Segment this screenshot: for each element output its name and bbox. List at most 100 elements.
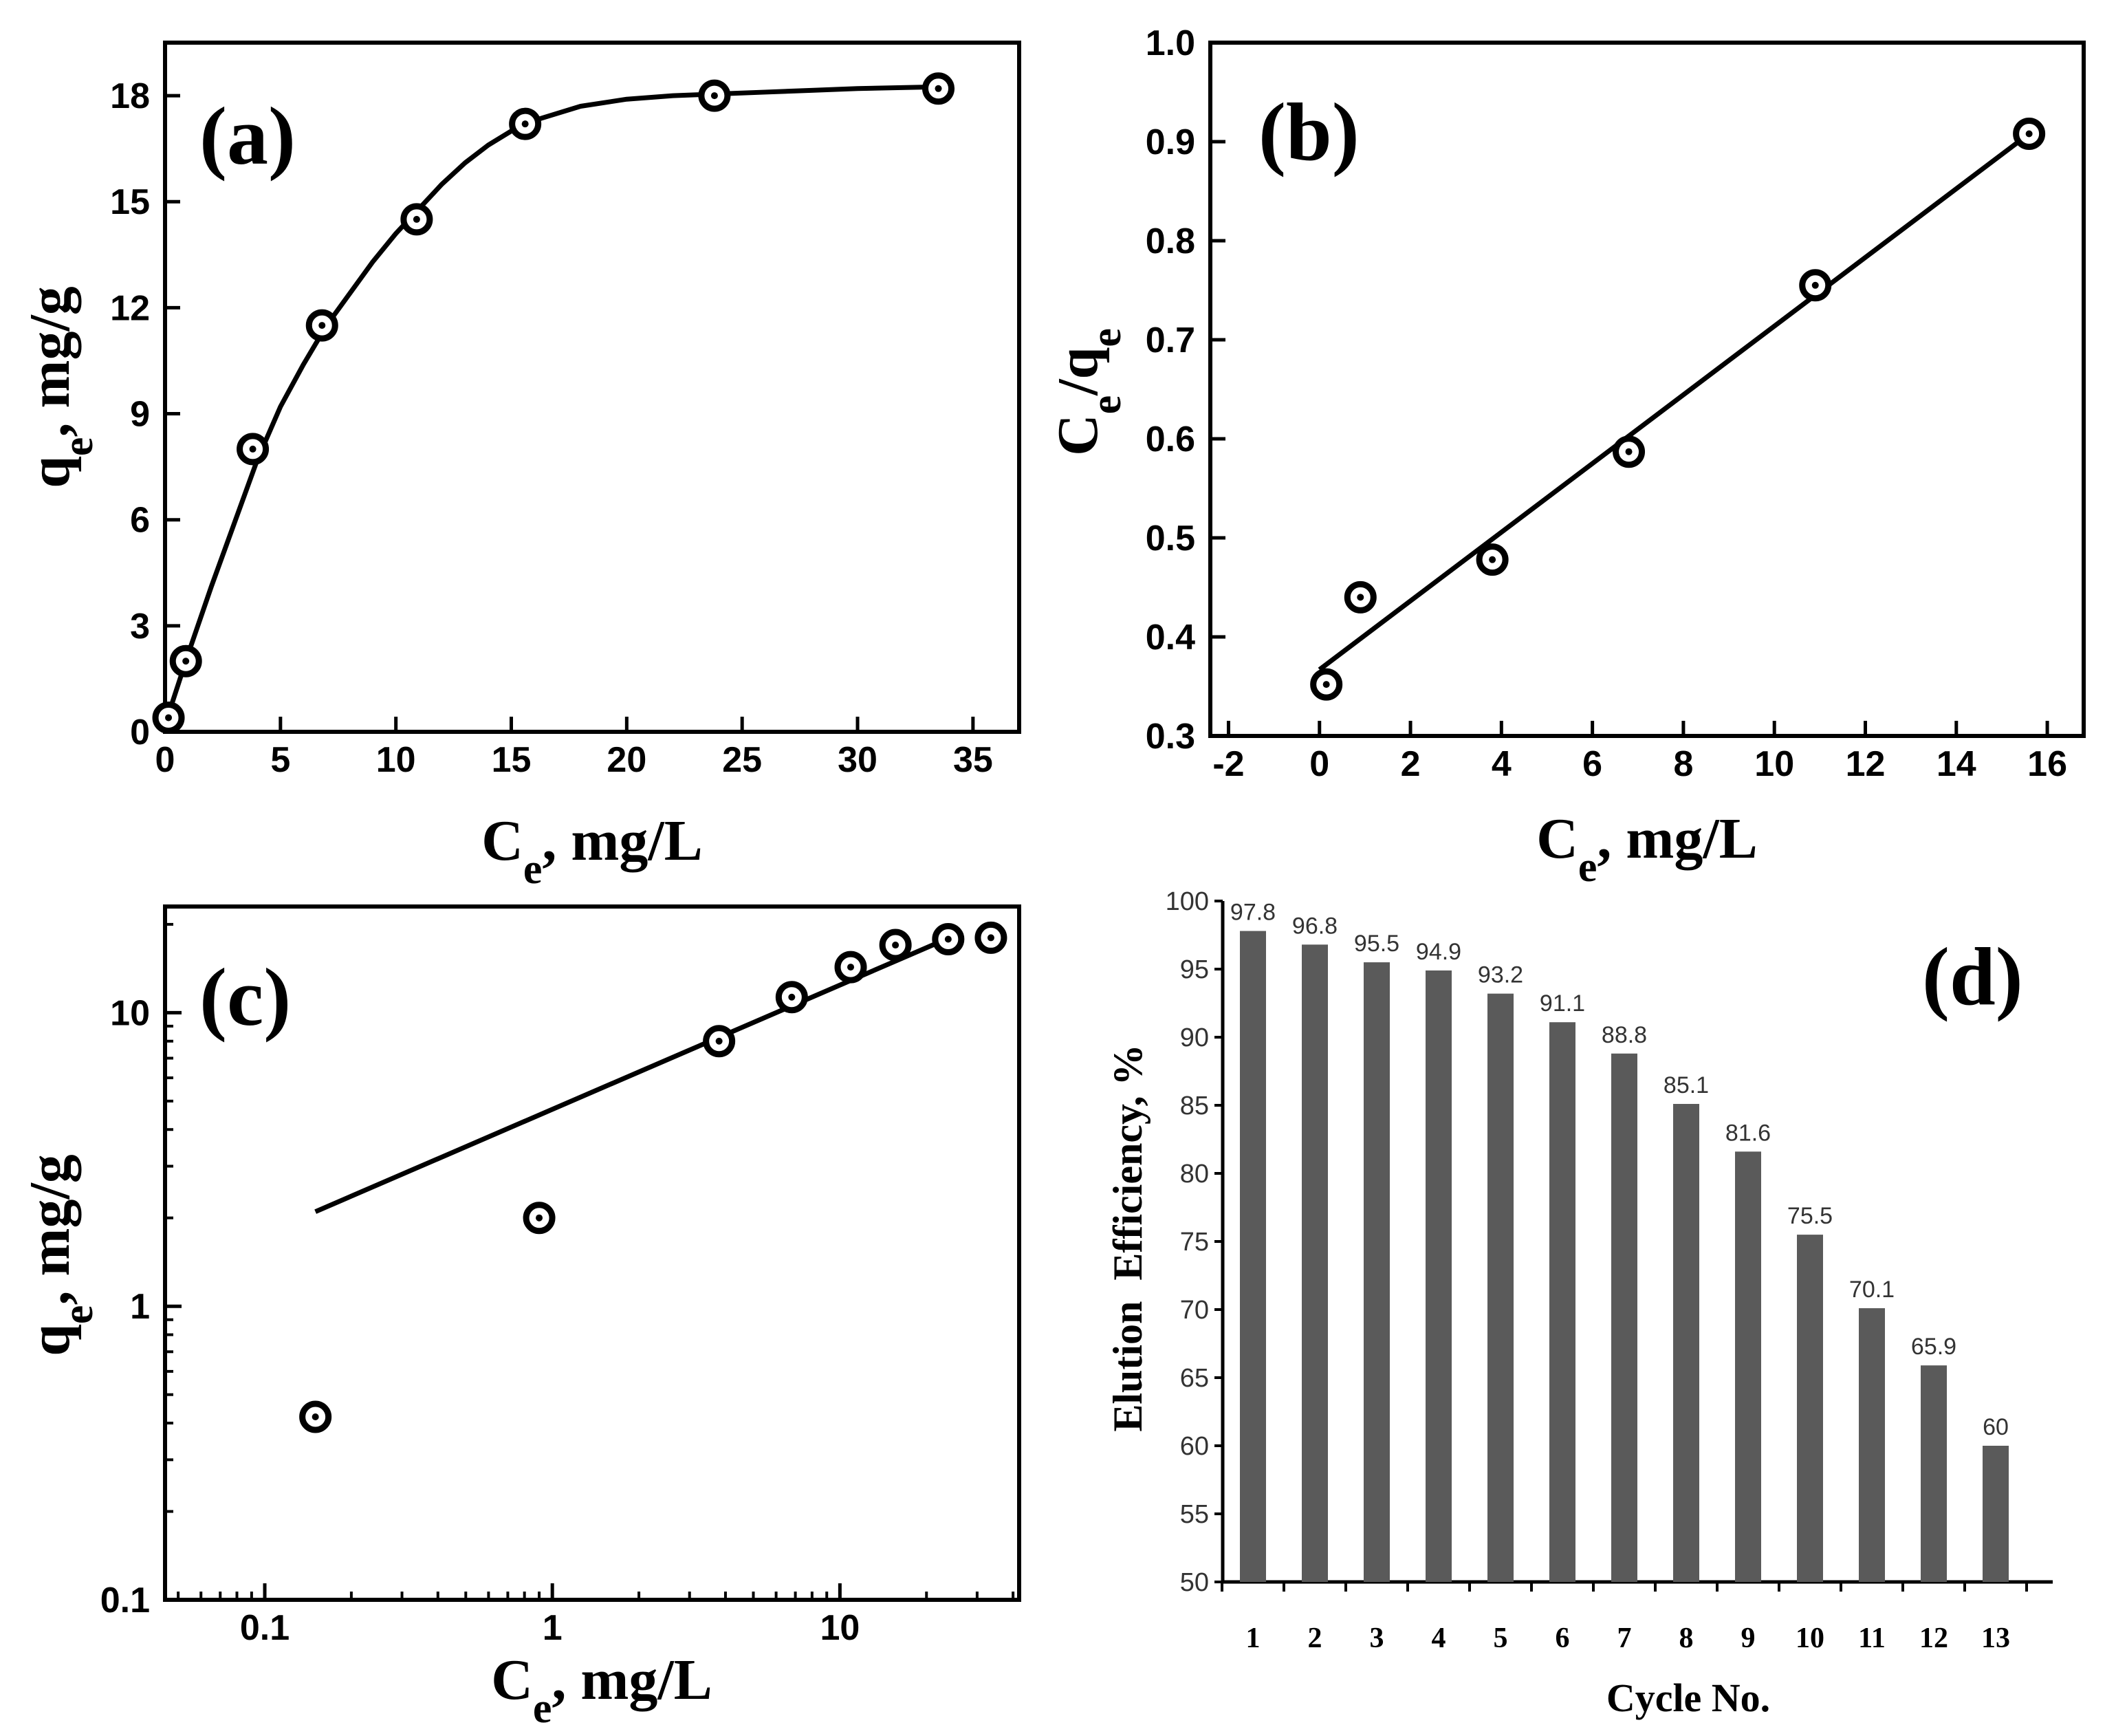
- panel-c-y-tick-label: 10: [110, 993, 150, 1033]
- y-axis-unit: , mg/g: [18, 286, 82, 437]
- panel-d-x-tick-label: 9: [1741, 1623, 1756, 1654]
- panel-d-y-tick-label: 60: [1180, 1432, 1209, 1461]
- panel-b-x-tick-label: -2: [1212, 744, 1244, 784]
- panel-b-x-tick-label: 4: [1492, 744, 1512, 784]
- panel-b-y-tick-label: 0.9: [1146, 122, 1195, 162]
- panel-a-y-tick-label: 6: [130, 501, 150, 541]
- panel-d-x-tick-label: 12: [1919, 1623, 1948, 1654]
- panel-d-value-label: 96.8: [1292, 913, 1338, 939]
- x-axis-var: C: [1536, 807, 1578, 871]
- panel-a-y-tick-label: 15: [110, 182, 150, 222]
- panel-d-bar: [1487, 993, 1514, 1582]
- panel-b-x-tick-label: 8: [1673, 744, 1693, 784]
- panel-d-value-label: 93.2: [1478, 962, 1523, 988]
- panel-a-y-tick-label: 18: [110, 76, 150, 116]
- panel-b: -2 0 2 4 6 8 10 12 14 16 0.3 0.4 0.5 0.6 0.7 0.8 0.9 1.0 (…: [1046, 23, 2086, 891]
- panel-d-x-tick-label: 7: [1617, 1623, 1632, 1654]
- panel-d-y-tick-label: 70: [1180, 1296, 1209, 1325]
- panel-b-point-center: [1489, 556, 1496, 563]
- panel-d-label: (d): [1922, 931, 2023, 1022]
- x-axis-sub: e: [533, 1685, 552, 1732]
- panel-d-x-tick-label: 8: [1679, 1623, 1694, 1654]
- panel-d-x-tick-label: 1: [1246, 1623, 1261, 1654]
- x-axis-unit: , mg/L: [542, 809, 702, 873]
- panel-b-x-tick-label: 16: [2027, 744, 2067, 784]
- panel-d-y-tick-label: 75: [1180, 1228, 1209, 1257]
- panel-b-y-axis-label: Ce/qe: [1046, 328, 1130, 456]
- panel-d-value-label: 65.9: [1911, 1334, 1956, 1360]
- panel-d-x-tick-label: 13: [1981, 1623, 2010, 1654]
- y-axis-unit: , mg/g: [18, 1154, 82, 1305]
- panel-c-y-tick-label: 1: [130, 1287, 150, 1327]
- panel-b-y-tick-label: 0.5: [1146, 519, 1195, 558]
- panel-b-y-tick-label: 0.3: [1146, 717, 1195, 757]
- panel-c-point-center: [987, 934, 994, 942]
- panel-b-x-tick-label: 2: [1401, 744, 1421, 784]
- panel-d-x-tick-label: 2: [1308, 1623, 1322, 1654]
- panel-a-x-tick-label: 35: [953, 740, 993, 780]
- panel-c-label: (c): [199, 951, 291, 1043]
- panel-d-value-label: 75.5: [1787, 1203, 1833, 1229]
- panel-d-bar: [1921, 1365, 1947, 1582]
- panel-b-y-tick-label: 1.0: [1146, 23, 1195, 63]
- panel-b-frame: [1208, 41, 2086, 738]
- panel-c-frame: [163, 904, 1021, 1602]
- panel-d-x-axis-label: Cycle No.: [1606, 1675, 1770, 1720]
- panel-a-point-center: [413, 215, 420, 223]
- y-axis-sub2: e: [1083, 328, 1130, 347]
- panel-a-point-center: [710, 92, 718, 100]
- panel-a-y-tick-label: 0: [130, 713, 150, 752]
- panel-b-x-tick-label: 0: [1309, 744, 1329, 784]
- panel-d-value-label: 97.8: [1230, 900, 1276, 926]
- panel-b-y-tick-label: 0.7: [1146, 321, 1195, 360]
- panel-c-point-center: [892, 942, 899, 949]
- panel-a-point-center: [165, 714, 173, 721]
- panel-b-x-tick-label: 14: [1937, 744, 1976, 784]
- panel-d-y-tick-label: 55: [1180, 1500, 1209, 1529]
- panel-a-point-center: [249, 445, 257, 453]
- panel-d-bar: [1735, 1151, 1761, 1582]
- panel-b-point-center: [1625, 448, 1633, 455]
- panel-d-x-tick-label: 4: [1432, 1623, 1446, 1654]
- panel-d-y-tick-label: 50: [1180, 1568, 1209, 1597]
- y-axis-sub: e: [1083, 395, 1130, 415]
- panel-d-y-tick-label: 80: [1180, 1160, 1209, 1189]
- panel-a-x-tick-label: 25: [722, 740, 762, 780]
- panel-d-x-tick-label: 10: [1796, 1623, 1824, 1654]
- panel-b-x-axis-label: Ce, mg/L: [1536, 807, 1758, 891]
- panel-a-point-center: [182, 658, 190, 665]
- panel-a-x-axis-label: Ce, mg/L: [481, 809, 703, 893]
- panel-d-y-tick-label: 65: [1180, 1364, 1209, 1393]
- panel-a-x-tick-label: 30: [838, 740, 877, 780]
- panel-a-y-tick-label: 3: [130, 607, 150, 647]
- panel-b-label: (b): [1258, 86, 1360, 177]
- panel-c-x-tick-label: 1: [543, 1608, 563, 1648]
- panel-d-bar: [1611, 1053, 1637, 1582]
- panel-d-value-label: 85.1: [1664, 1072, 1709, 1098]
- panel-d-value-label: 91.1: [1540, 990, 1585, 1017]
- panel-c-x-axis-label: Ce, mg/L: [491, 1648, 712, 1732]
- y-axis-sub: e: [55, 437, 102, 457]
- panel-b-point-center: [2025, 130, 2033, 138]
- panel-d-y-tick-label: 100: [1166, 887, 1209, 916]
- x-axis-var: C: [491, 1648, 533, 1712]
- panel-d-bar: [1859, 1308, 1885, 1582]
- panel-c-point-center: [788, 993, 796, 1001]
- x-axis-unit: , mg/L: [1597, 807, 1757, 871]
- panel-b-x-tick-label: 6: [1582, 744, 1602, 784]
- panel-a-fit-curve: [162, 84, 939, 726]
- panel-d-bar: [1426, 970, 1452, 1582]
- panel-b-y-tick-label: 0.4: [1146, 618, 1195, 658]
- panel-c-point-center: [944, 935, 952, 943]
- panel-b-point-center: [1322, 681, 1330, 688]
- panel-a-x-tick-label: 5: [270, 740, 290, 780]
- panel-a-label: (a): [199, 90, 296, 182]
- panel-c-y-tick-label: 0.1: [100, 1581, 150, 1620]
- panel-a-y-tick-label: 9: [130, 395, 150, 435]
- panel-d-y-tick-label: 95: [1180, 955, 1209, 984]
- panel-a-point-center: [318, 322, 326, 329]
- panel-d-bar: [1549, 1022, 1575, 1582]
- panel-b-y-tick-label: 0.8: [1146, 221, 1195, 261]
